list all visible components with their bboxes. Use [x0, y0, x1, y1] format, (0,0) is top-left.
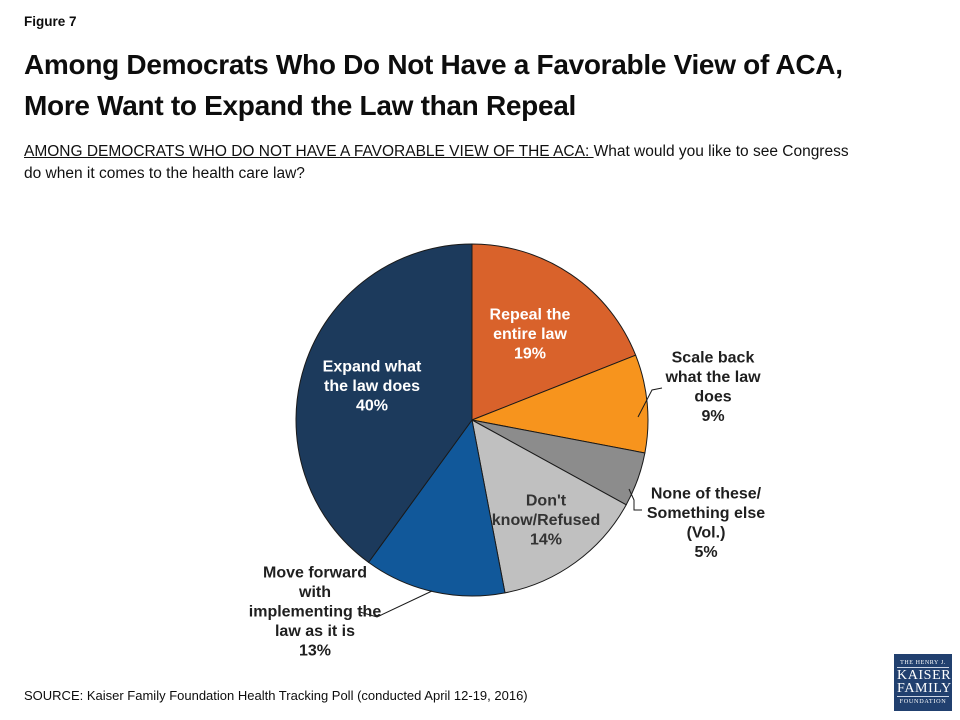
figure-label: Figure 7 [24, 14, 77, 29]
slice-label: implementing the [249, 604, 382, 621]
slice-label: 9% [701, 408, 724, 425]
leader-line [637, 387, 663, 418]
slice-label: 14% [530, 532, 562, 549]
slice-label: Something else [647, 505, 765, 522]
logo-line-kaiser: KAISER [897, 668, 952, 683]
slice-label: Don't [526, 493, 567, 510]
subtitle-rest: What would you like to see Congress [593, 143, 849, 160]
leader-line [628, 488, 642, 511]
slice-label: 13% [299, 643, 331, 660]
slice-label: Scale back [672, 350, 755, 367]
slice-label: 40% [356, 398, 388, 415]
pie-slice [295, 243, 473, 563]
slice-label: 5% [694, 544, 717, 561]
leader-line [359, 590, 433, 618]
slice-label: does [694, 389, 731, 406]
pie-chart: Repeal the entire law 19% Scale back what th… [249, 243, 765, 660]
slice-label: law as it is [275, 623, 355, 640]
slice-label: None of these/ [651, 486, 762, 503]
source-note: SOURCE: Kaiser Family Foundation Health … [24, 688, 528, 703]
slice-label: Repeal the [490, 307, 571, 324]
subtitle-line2: do when it comes to the health care law? [24, 165, 305, 182]
pie-slice [368, 419, 506, 597]
slice-label: know/Refused [492, 512, 600, 529]
slice-label: (Vol.) [687, 525, 726, 542]
slice-label: Expand what [323, 359, 422, 376]
logo-line-foundation: FOUNDATION [897, 696, 949, 705]
slice-label: Move forward [263, 565, 367, 582]
slice-label: what the law [664, 369, 761, 386]
slice-label: 19% [514, 346, 546, 363]
pie-slice [471, 243, 637, 421]
slice-label: with [298, 584, 331, 601]
slice-label: entire law [493, 326, 567, 343]
logo-line-the-henry-j: THE HENRY J. [897, 660, 949, 668]
title-line-2: More Want to Expand the Law than Repeal [24, 90, 576, 121]
subtitle-underlined: AMONG DEMOCRATS WHO DO NOT HAVE A FAVORA… [24, 143, 594, 160]
survey-question: AMONG DEMOCRATS WHO DO NOT HAVE A FAVORA… [24, 141, 849, 185]
slice-label: the law does [324, 378, 420, 395]
page-title: Among Democrats Who Do Not Have a Favora… [24, 44, 843, 126]
title-line-1: Among Democrats Who Do Not Have a Favora… [24, 49, 843, 80]
pie-slice [471, 419, 627, 594]
kff-logo: THE HENRY J. KAISER FAMILY FOUNDATION [894, 654, 952, 711]
pie-slice [471, 354, 649, 454]
logo-line-family: FAMILY [897, 681, 952, 696]
